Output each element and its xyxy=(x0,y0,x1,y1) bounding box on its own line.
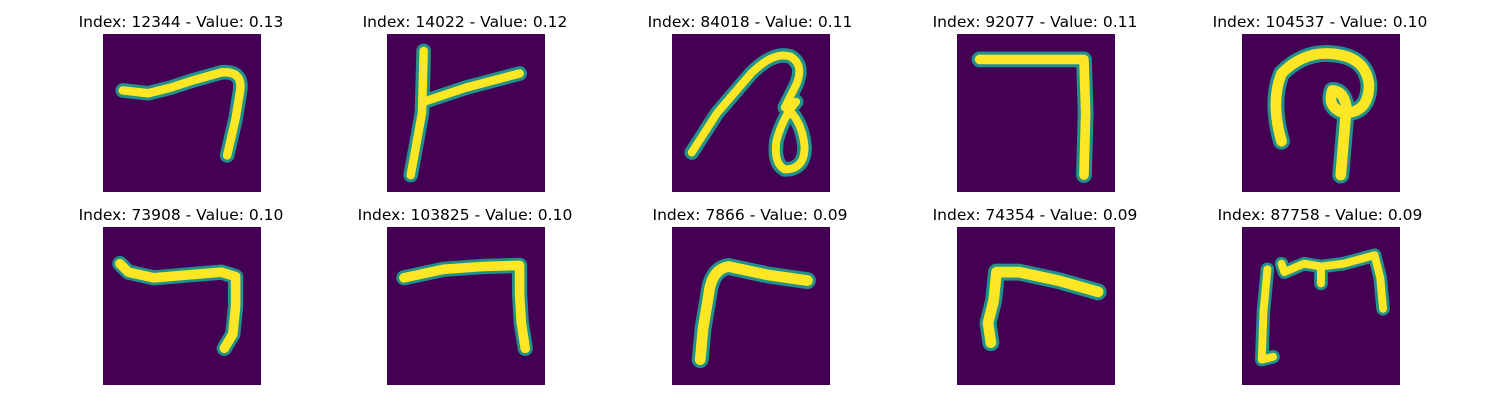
panel-title: Index: 14022 - Value: 0.12 xyxy=(362,13,568,31)
gamma-shape-icon xyxy=(672,227,830,385)
digit-image xyxy=(957,227,1115,385)
digit-image xyxy=(1242,34,1400,192)
gamma-slant-icon xyxy=(957,227,1115,385)
hooked-seven-icon xyxy=(103,34,261,192)
digit-image xyxy=(387,227,545,385)
digit-image xyxy=(672,34,830,192)
right-angle-seven-icon xyxy=(957,34,1115,192)
panel-4: Index: 92077 - Value: 0.11 xyxy=(905,13,1165,203)
t-shape-icon xyxy=(387,34,545,192)
panel-title: Index: 84018 - Value: 0.11 xyxy=(647,13,853,31)
panel-title: Index: 104537 - Value: 0.10 xyxy=(1212,13,1428,31)
panel-title: Index: 73908 - Value: 0.10 xyxy=(78,206,284,224)
panel-title: Index: 103825 - Value: 0.10 xyxy=(357,206,573,224)
panel-9: Index: 74354 - Value: 0.09 xyxy=(905,206,1165,396)
panel-title: Index: 7866 - Value: 0.09 xyxy=(652,206,848,224)
bracket-seven-icon xyxy=(387,227,545,385)
digit-image xyxy=(957,34,1115,192)
panel-10: Index: 87758 - Value: 0.09 xyxy=(1190,206,1450,396)
digit-image xyxy=(103,34,261,192)
m-shape-icon xyxy=(1242,227,1400,385)
wide-seven-icon xyxy=(103,227,261,385)
panel-8: Index: 7866 - Value: 0.09 xyxy=(620,206,880,396)
panel-title: Index: 87758 - Value: 0.09 xyxy=(1217,206,1423,224)
panel-5: Index: 104537 - Value: 0.10 xyxy=(1190,13,1450,203)
digit-image xyxy=(1242,227,1400,385)
panel-title: Index: 92077 - Value: 0.11 xyxy=(932,13,1138,31)
panel-2: Index: 14022 - Value: 0.12 xyxy=(335,13,595,203)
panel-title: Index: 12344 - Value: 0.13 xyxy=(78,13,284,31)
panel-6: Index: 73908 - Value: 0.10 xyxy=(51,206,311,396)
loop-curve-icon xyxy=(672,34,830,192)
digit-image xyxy=(387,34,545,192)
panel-3: Index: 84018 - Value: 0.11 xyxy=(620,13,880,203)
hook-loop-icon xyxy=(1242,34,1400,192)
panel-7: Index: 103825 - Value: 0.10 xyxy=(335,206,595,396)
digit-image xyxy=(672,227,830,385)
digit-image xyxy=(103,227,261,385)
panel-1: Index: 12344 - Value: 0.13 xyxy=(51,13,311,203)
panel-title: Index: 74354 - Value: 0.09 xyxy=(932,206,1138,224)
